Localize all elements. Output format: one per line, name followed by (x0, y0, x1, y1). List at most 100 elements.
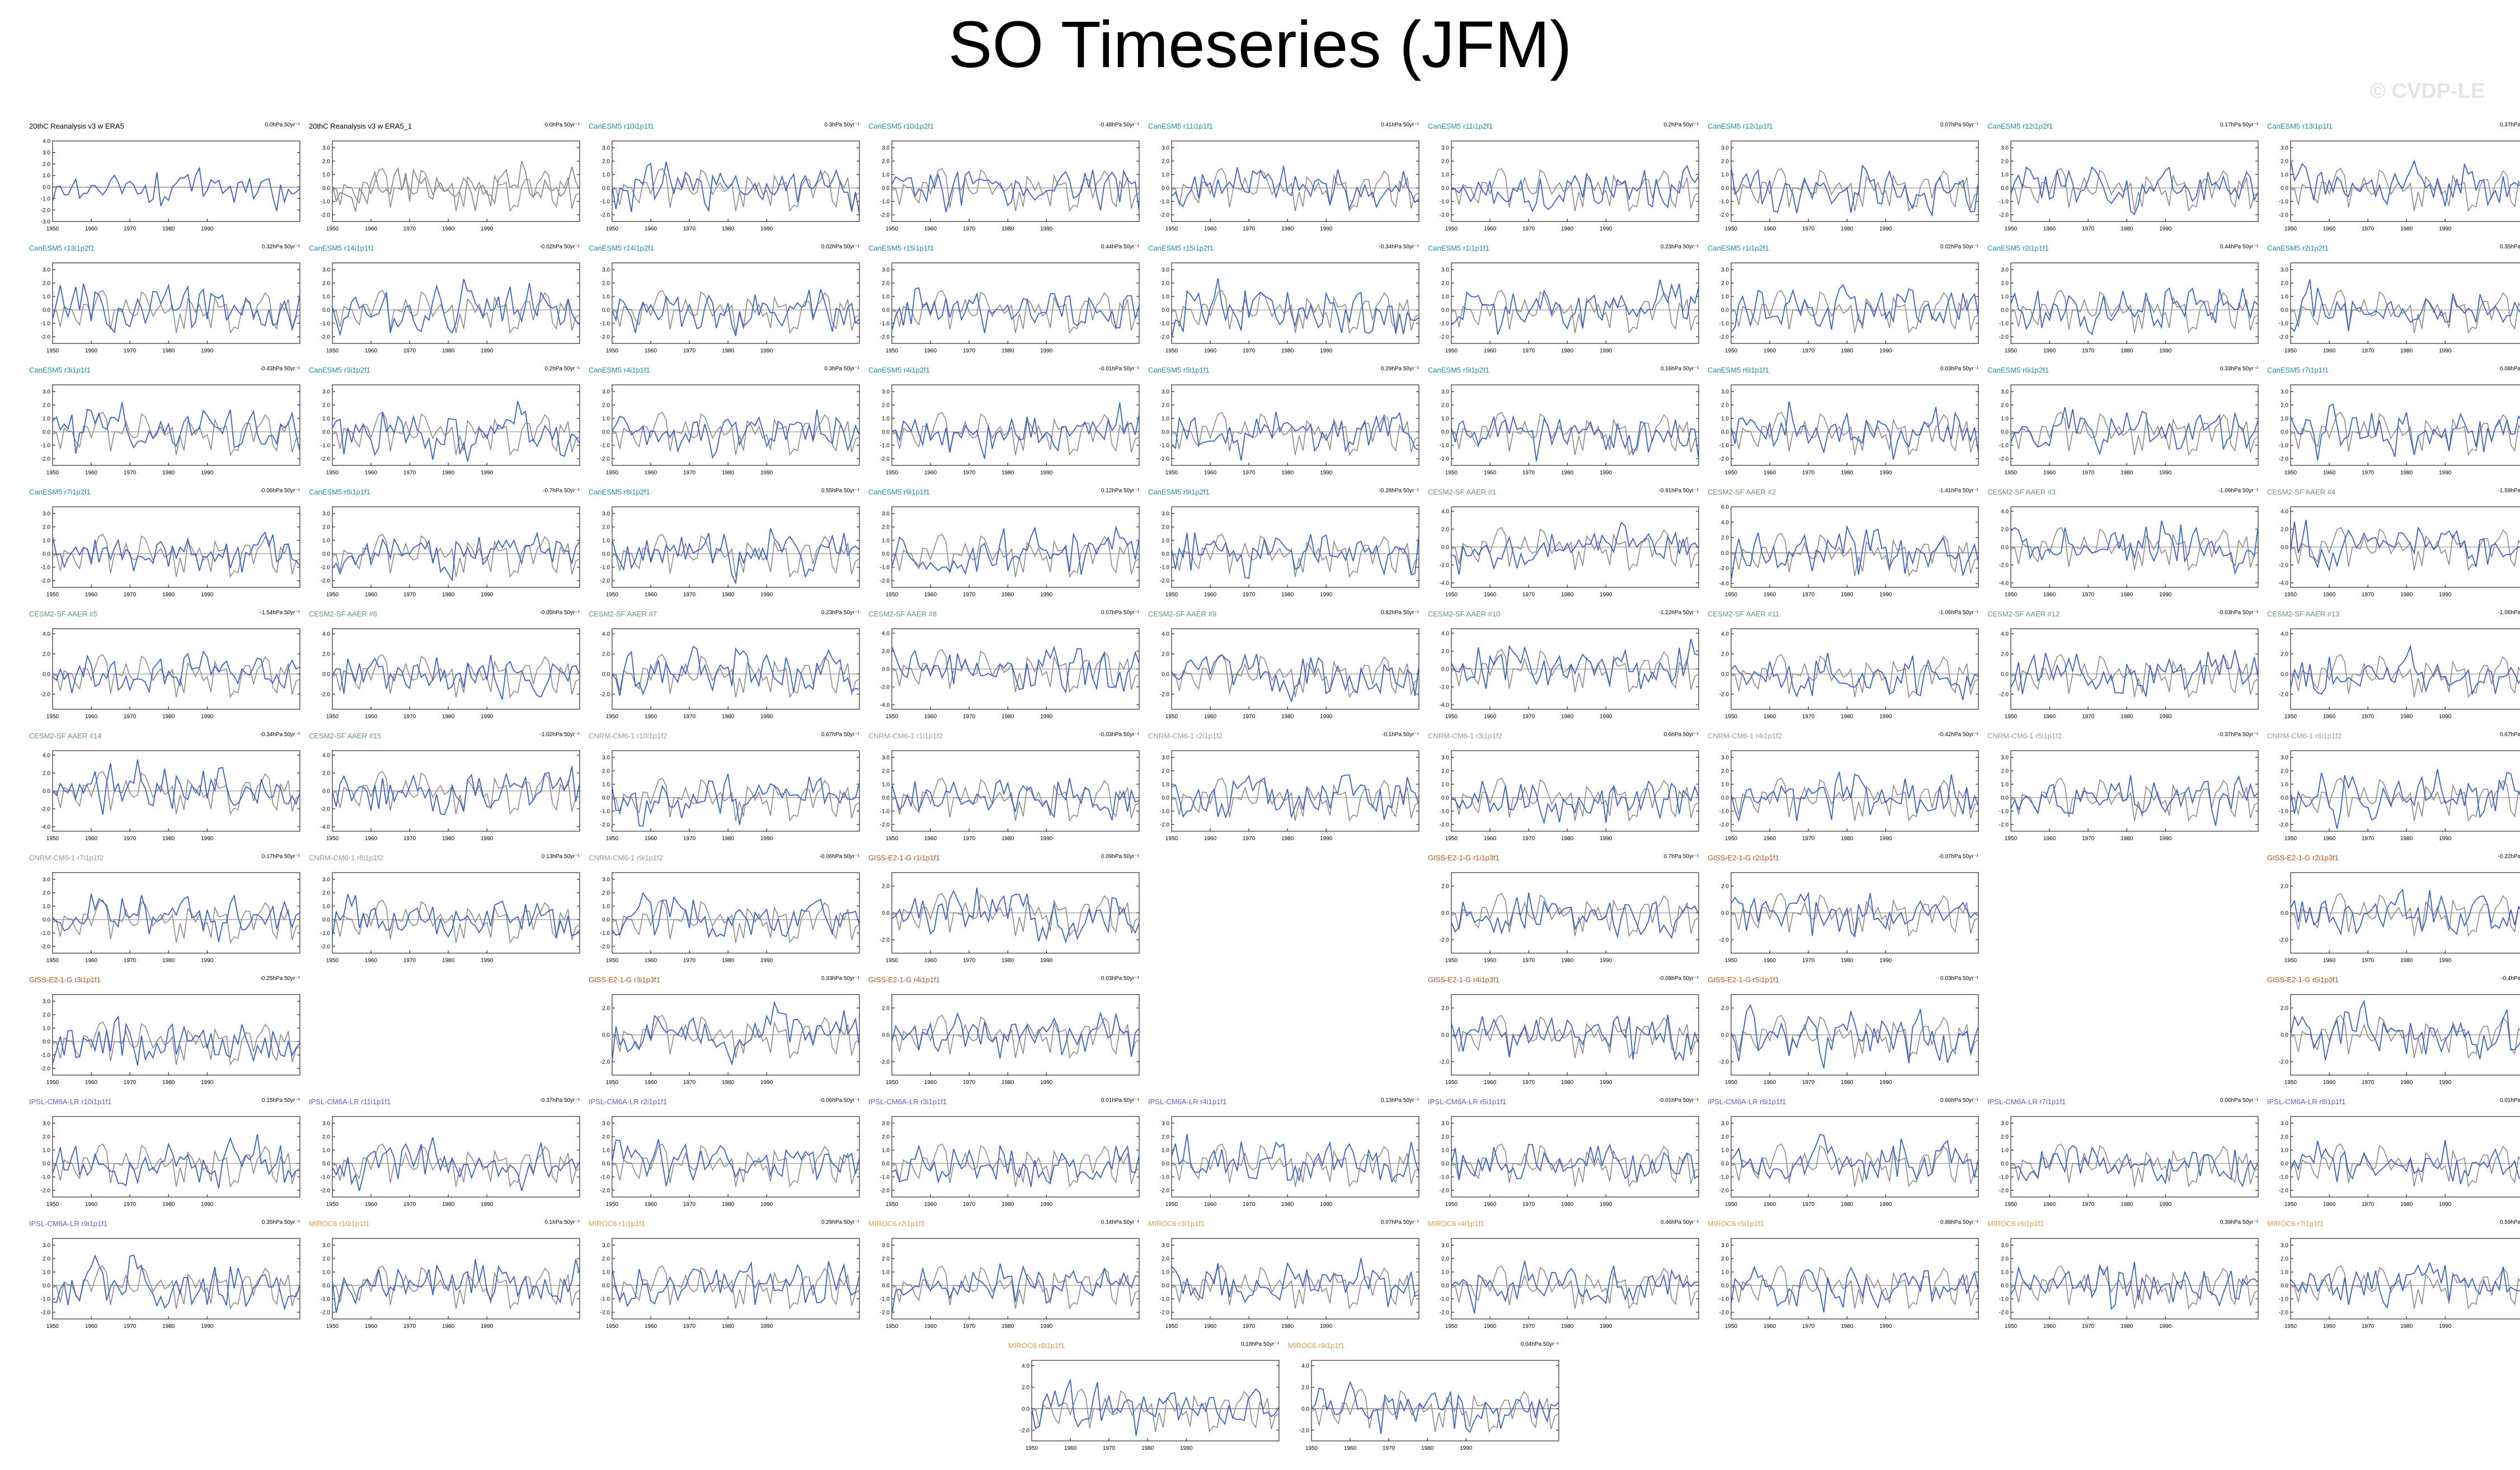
x-tick-label: 1970 (124, 714, 137, 720)
plot-frame (332, 1116, 580, 1198)
model-series-line (2010, 166, 2259, 215)
x-tick-label: 1950 (1165, 470, 1178, 476)
y-tick-label: -2.0 (1160, 692, 1170, 698)
y-tick-label: 0.0 (1301, 1406, 1309, 1412)
panel-title: CESM2-SF AAER #5 (29, 610, 98, 618)
x-tick-label: 1980 (2400, 226, 2413, 232)
x-tick-label: 1960 (645, 592, 657, 598)
y-tick-label: 0.0 (602, 795, 610, 802)
panel-title: CanESM5 r11i1p2f1 (1428, 122, 1493, 130)
y-tick-label: -1.0 (880, 1297, 890, 1303)
y-tick-label: 2.0 (602, 652, 610, 658)
y-tick-label: 0.0 (1441, 430, 1449, 436)
y-tick-label: 1.0 (882, 172, 890, 178)
panel-trend: -1.06hPa 50yr⁻¹ (2498, 610, 2520, 616)
panel-trend: 0.01hPa 50yr⁻¹ (2499, 1097, 2520, 1104)
x-tick-label: 1950 (46, 1323, 59, 1330)
x-tick-label: 1980 (1281, 348, 1294, 354)
y-tick-label: 2.0 (1301, 1385, 1309, 1391)
y-tick-label: 2.0 (1441, 649, 1449, 655)
x-tick-label: 1970 (2082, 348, 2095, 354)
x-tick-label: 1980 (1281, 470, 1294, 476)
model-series-line (332, 531, 580, 582)
x-tick-label: 1990 (1040, 1323, 1053, 1330)
y-tick-label: 0.0 (2281, 672, 2288, 678)
model-series-line (2010, 520, 2259, 575)
x-tick-label: 1960 (2323, 836, 2336, 842)
plot-frame (332, 140, 580, 222)
y-tick-label: 6.0 (1721, 505, 1729, 511)
x-tick-label: 1960 (1484, 958, 1497, 964)
y-tick-label: 3.0 (882, 511, 890, 517)
plot-frame (52, 994, 300, 1076)
y-tick-label: 3.0 (2001, 1243, 2009, 1249)
x-tick-label: 1970 (124, 1080, 137, 1086)
y-tick-label: 2.0 (1721, 403, 1729, 409)
model-series-line (52, 402, 300, 454)
y-tick-label: -1.0 (41, 931, 51, 937)
x-tick-label: 1970 (963, 592, 976, 598)
panel: CESM2-SF AAER #7 0.23hPa 50yr⁻¹ 4.0 2.0 0.0 -… (589, 610, 868, 733)
y-tick-label: -2.0 (1160, 578, 1170, 585)
model-series-line (1171, 653, 1419, 703)
panel-title: CanESM5 r1i1p1f1 (1428, 244, 1489, 252)
x-tick-label: 1950 (2284, 470, 2297, 476)
panel-plot: 2.0 0.0 -2.0 1950 1960 1970 1980 1990 (1440, 994, 1699, 1086)
x-tick-label: 1980 (1561, 348, 1574, 354)
x-tick-label: 1950 (46, 1202, 59, 1208)
panel-title: CanESM5 r10i1p2f1 (868, 122, 934, 130)
y-tick-label: 0.0 (882, 552, 890, 558)
y-tick-label: 1.0 (2281, 294, 2288, 300)
panel-trend: 0.13hPa 50yr⁻¹ (541, 854, 580, 860)
x-tick-label: 1990 (201, 348, 214, 354)
y-tick-label: -2.0 (1719, 692, 1729, 698)
panel-title: CanESM5 r6i1p1f1 (1708, 366, 1769, 374)
panel-title: IPSL-CM6A-LR r7i1p1f1 (1987, 1097, 2066, 1106)
x-tick-label: 1960 (1764, 592, 1776, 598)
y-tick-label: 2.0 (602, 159, 610, 165)
y-tick-label: 2.0 (1721, 1256, 1729, 1262)
panel-trend: -1.41hPa 50yr⁻¹ (1938, 488, 1978, 494)
model-series-line (1451, 780, 1699, 825)
y-tick-label: 0.0 (1721, 911, 1729, 917)
y-tick-label: -1.0 (600, 199, 610, 205)
x-tick-label: 1970 (963, 1323, 976, 1330)
model-series-line (2290, 999, 2520, 1061)
y-tick-label: 0.0 (43, 789, 50, 795)
x-tick-label: 1980 (1002, 958, 1014, 964)
panel-title: MIROC6 r7i1p1f1 (2267, 1219, 2324, 1228)
panel: IPSL-CM6A-LR r3i1p1f1 0.01hPa 50yr⁻¹ 3.0 2.… (868, 1097, 1148, 1221)
panel-title: CESM2-SF AAER #7 (589, 610, 657, 618)
panel-trend: 0.13hPa 50yr⁻¹ (1380, 1097, 1419, 1104)
plot-frame (1171, 750, 1419, 832)
plot-frame (1451, 262, 1699, 344)
panel-title: CanESM5 r14i1p2f1 (589, 244, 655, 252)
panel-plot: 3.0 2.0 1.0 0.0 -1.0 -2.0 1950 1960 1970 1980 1990 (41, 994, 300, 1086)
y-tick-label: 0.0 (882, 1033, 890, 1039)
plot-frame (1451, 1238, 1699, 1320)
panel: CanESM5 r12i1p2f1 0.17hPa 50yr⁻¹ 3.0 2.0 1.0… (1987, 122, 2267, 245)
panel-title: IPSL-CM6A-LR r3i1p1f1 (868, 1097, 947, 1106)
y-tick-label: 4.0 (1162, 632, 1169, 638)
x-tick-label: 1980 (722, 470, 735, 476)
panel-trend: -0.4hPa 50yr⁻¹ (2501, 976, 2520, 982)
plot-frame (2290, 140, 2520, 222)
x-tick-label: 1990 (2439, 592, 2452, 598)
x-tick-label: 1990 (481, 470, 493, 476)
x-tick-label: 1960 (85, 348, 98, 354)
x-tick-label: 1990 (1040, 836, 1053, 842)
x-tick-label: 1980 (722, 958, 735, 964)
panel: CNRM-CM6-1 r9i1p1f2 -0.06hPa 50yr⁻¹ 3.0 2.0… (589, 854, 868, 977)
y-tick-label: 3.0 (322, 389, 330, 395)
x-tick-label: 1980 (162, 592, 175, 598)
panel: CESM2-SF AAER #5 -1.54hPa 50yr⁻¹ 4.0 2.0 0.0… (29, 610, 309, 733)
y-tick-label: 0.0 (322, 308, 330, 314)
y-tick-label: 0.0 (2001, 1161, 2009, 1167)
panel: CanESM5 r2i1p2f1 0.35hPa 50yr⁻¹ 3.0 2.0 1.0 0… (2267, 244, 2520, 367)
x-tick-label: 1970 (2362, 348, 2375, 354)
model-series-line (891, 646, 1140, 694)
y-tick-label: 1.0 (602, 904, 610, 910)
x-tick-label: 1980 (442, 592, 455, 598)
obs-series-line (2010, 527, 2259, 572)
x-tick-label: 1960 (645, 714, 657, 720)
